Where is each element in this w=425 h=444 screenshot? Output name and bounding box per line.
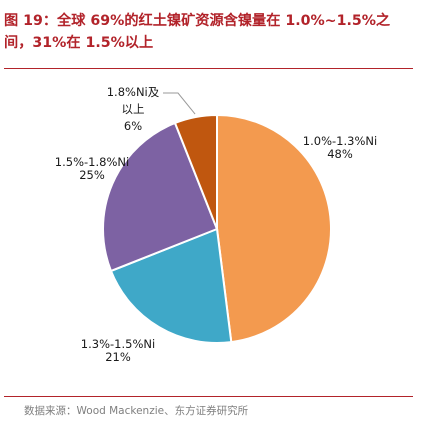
- figure-title: 图 19：全球 69%的红土镍矿资源含镍量在 1.0%~1.5%之间，31%在 …: [4, 13, 391, 51]
- pie-slice: [102, 121, 219, 273]
- pie-slice: [109, 227, 233, 344]
- data-label: 以上: [122, 102, 145, 116]
- data-label: 48%: [327, 147, 353, 161]
- pie-slice: [173, 113, 218, 230]
- data-label: 1.0%-1.3%Ni: [303, 134, 377, 148]
- data-label: 6%: [124, 119, 142, 133]
- pie-slice: [216, 113, 332, 344]
- data-label: 25%: [79, 168, 105, 182]
- source-divider: [4, 396, 413, 397]
- title-divider: [4, 68, 413, 69]
- data-label: 21%: [105, 350, 131, 364]
- source-note: 数据来源：Wood Mackenzie、东方证券研究所: [24, 405, 249, 417]
- data-label: 1.8%Ni及: [107, 85, 160, 99]
- data-label: 1.5%-1.8%Ni: [55, 155, 129, 169]
- data-label: 1.3%-1.5%Ni: [81, 337, 155, 351]
- leader-line: [163, 92, 196, 115]
